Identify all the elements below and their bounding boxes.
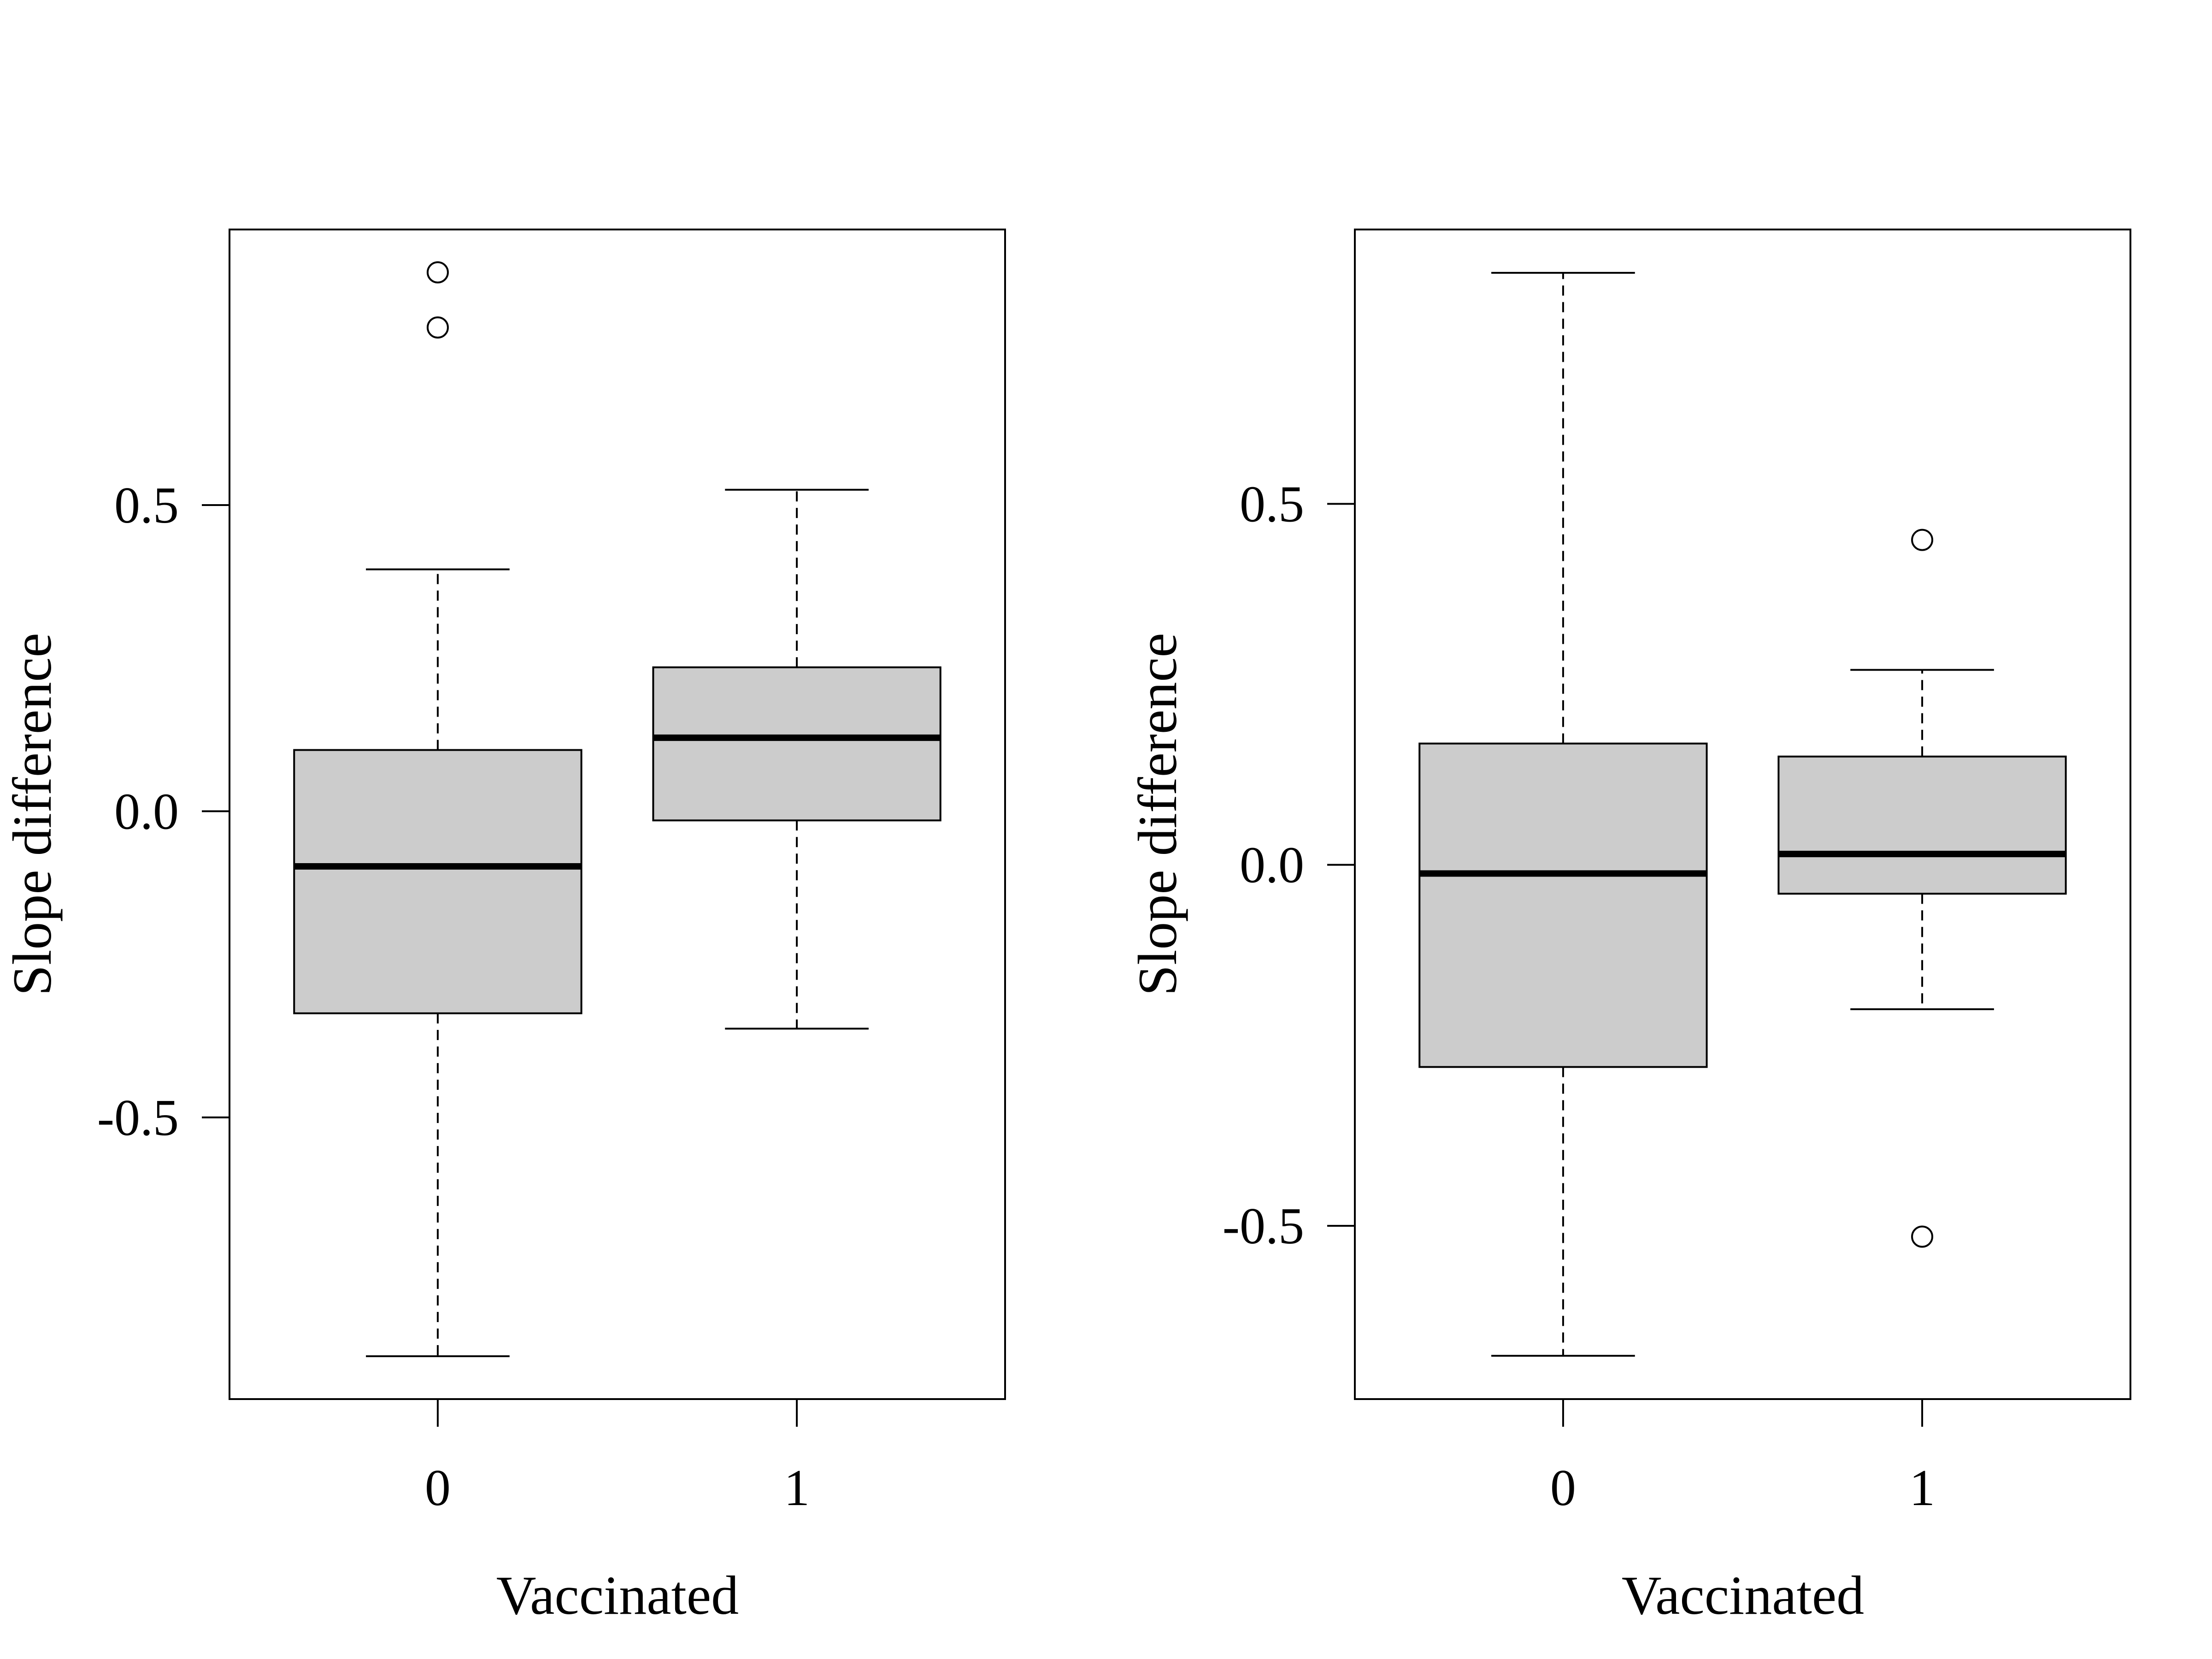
box-group-1 <box>1777 529 2067 1248</box>
y-tick-label: 0.5 <box>1240 476 1304 533</box>
box-group-1 <box>652 488 941 1030</box>
y-tick-label: -0.5 <box>1223 1198 1304 1255</box>
outlier-point <box>426 261 449 284</box>
box-iqr <box>1418 742 1708 1068</box>
y-tick-label: 0.0 <box>114 783 179 840</box>
y-tick-label: -0.5 <box>97 1089 179 1147</box>
plot-frame <box>1354 229 2131 1400</box>
box-group-0 <box>1418 272 1708 1357</box>
outlier-point <box>1911 529 1934 551</box>
x-tick-label: 0 <box>425 1459 451 1517</box>
x-axis-label: Vaccinated <box>1622 1565 1864 1626</box>
y-axis-label: Slope difference <box>1 633 63 995</box>
plot-frame <box>229 229 1006 1400</box>
boxes-layer <box>1418 272 2067 1357</box>
box-iqr <box>652 666 941 822</box>
outlier-point <box>426 316 449 339</box>
box-iqr <box>1777 755 2067 895</box>
outlier-point <box>1911 1225 1934 1248</box>
y-axis-label: Slope difference <box>1127 633 1188 995</box>
x-tick-label: 0 <box>1550 1459 1576 1517</box>
box-group-0 <box>293 261 582 1357</box>
boxes-layer <box>293 261 941 1357</box>
box-iqr <box>293 749 582 1014</box>
y-axis: -0.5 0.0 0.5 <box>1223 476 1355 1255</box>
y-tick-label: 0.5 <box>114 477 179 534</box>
x-axis-label: Vaccinated <box>496 1565 739 1626</box>
y-axis: -0.5 0.0 0.5 <box>97 477 229 1147</box>
y-tick-label: 0.0 <box>1240 837 1304 894</box>
x-tick-label: 1 <box>1909 1459 1935 1517</box>
x-tick-label: 1 <box>784 1459 810 1517</box>
